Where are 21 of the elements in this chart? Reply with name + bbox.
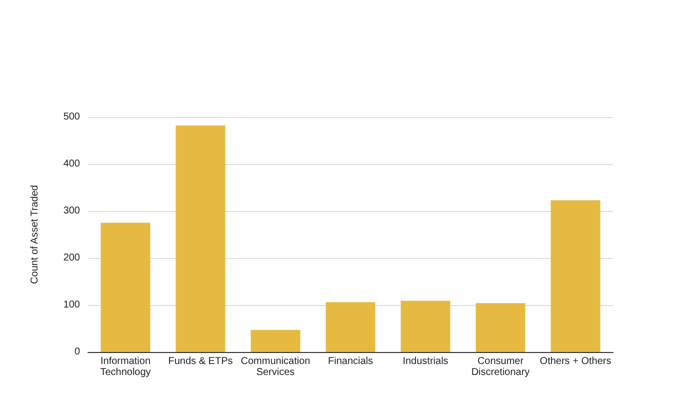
bar: [250, 330, 300, 352]
y-tick-label: 300: [63, 206, 80, 216]
bar: [476, 303, 526, 352]
x-tick-label: Industrials: [402, 356, 448, 367]
y-tick-label: 500: [63, 112, 80, 122]
y-tick-label: 200: [63, 252, 80, 264]
x-tick-label: Information Technology: [100, 356, 151, 378]
y-tick-label: 400: [63, 158, 80, 170]
y-tick-label: 100: [63, 300, 80, 310]
bar: [550, 200, 600, 352]
x-tick-label: Funds & ETPs: [168, 356, 233, 367]
x-tick-label: Communication Services: [240, 356, 310, 378]
bar: [100, 222, 150, 352]
bar: [326, 302, 376, 352]
y-axis-title: Count of Asset Traded: [30, 185, 40, 284]
bar: [176, 125, 226, 352]
bar: [400, 300, 450, 352]
x-tick-label: Financials: [328, 356, 374, 367]
x-tick-label: Others + Others: [540, 356, 612, 367]
x-tick-label: Consumer Discretionary: [471, 356, 530, 378]
y-tick-label: 0: [74, 346, 80, 358]
